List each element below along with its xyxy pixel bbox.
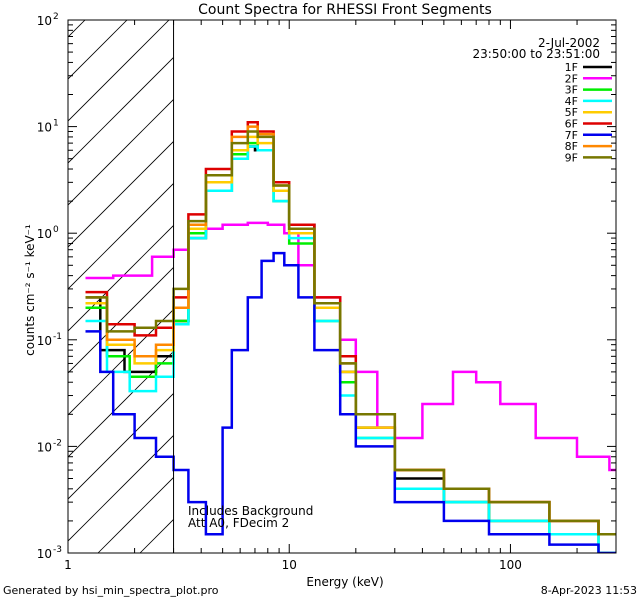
legend-label-3F: 3F bbox=[565, 84, 578, 97]
legend-label-6F: 6F bbox=[565, 118, 578, 131]
y-tick-label: 10 bbox=[37, 14, 52, 28]
hatch-line bbox=[68, 224, 174, 332]
hatch-line bbox=[68, 182, 174, 290]
y-axis-label: counts cm⁻² s⁻¹ keV⁻¹ bbox=[23, 224, 37, 356]
legend-label-7F: 7F bbox=[565, 129, 578, 142]
series-line-6F bbox=[85, 120, 616, 536]
legend-label-1F: 1F bbox=[565, 61, 578, 74]
x-tick-label: 10 bbox=[282, 558, 297, 572]
y-tick-label-exponent: 0 bbox=[53, 225, 59, 235]
hatch-line bbox=[68, 20, 170, 122]
y-tick-label-exponent: 1 bbox=[53, 119, 59, 129]
annotation-line-1: Includes Background bbox=[188, 504, 313, 518]
y-tick-label-exponent: -3 bbox=[53, 545, 62, 555]
footer-generated-by: Generated by hsi_min_spectra_plot.pro bbox=[3, 584, 219, 597]
legend-label-4F: 4F bbox=[565, 95, 578, 108]
y-tick-label-exponent: -1 bbox=[53, 332, 62, 342]
hatch-line bbox=[68, 392, 174, 500]
plot-frame bbox=[67, 19, 617, 554]
chart-title: Count Spectra for RHESSI Front Segments bbox=[198, 2, 492, 18]
x-tick-label: 100 bbox=[499, 558, 522, 572]
series-line-2F bbox=[85, 221, 616, 472]
legend-label-9F: 9F bbox=[565, 151, 578, 164]
hatch-line bbox=[68, 434, 174, 542]
footer-timestamp: 8-Apr-2023 11:53 bbox=[541, 584, 637, 597]
time-range-label: 23:50:00 to 23:51:00 bbox=[473, 47, 600, 61]
legend-label-2F: 2F bbox=[565, 72, 578, 85]
series-line-5F bbox=[85, 135, 616, 536]
y-tick-label-exponent: -2 bbox=[53, 438, 62, 448]
series-layer bbox=[85, 120, 616, 553]
y-tick-label: 10 bbox=[37, 334, 52, 348]
series-line-7F bbox=[85, 251, 616, 553]
y-tick-label: 10 bbox=[37, 121, 52, 135]
x-tick-label: 1 bbox=[64, 558, 72, 572]
axis-ticks bbox=[67, 19, 617, 554]
hatch-line bbox=[266, 0, 640, 553]
hatched-region bbox=[68, 0, 640, 553]
y-tick-label-exponent: 2 bbox=[53, 12, 59, 22]
y-tick-label: 10 bbox=[37, 227, 52, 241]
legend-label-8F: 8F bbox=[565, 140, 578, 153]
series-line-8F bbox=[85, 125, 616, 536]
y-tick-label: 10 bbox=[37, 440, 52, 454]
legend-label-5F: 5F bbox=[565, 106, 578, 119]
date-label: 2-Jul-2002 bbox=[538, 36, 600, 50]
hatch-line bbox=[68, 140, 174, 248]
hatch-line bbox=[68, 350, 174, 458]
series-line-3F bbox=[85, 141, 616, 553]
series-line-9F bbox=[85, 130, 616, 536]
annotation-line-2: Att A0, FDecim 2 bbox=[188, 516, 289, 530]
y-tick-label: 10 bbox=[37, 547, 52, 561]
hatch-line bbox=[68, 56, 174, 164]
hatch-line bbox=[68, 20, 86, 38]
x-axis-label: Energy (keV) bbox=[306, 575, 383, 589]
hatch-line bbox=[68, 266, 174, 374]
